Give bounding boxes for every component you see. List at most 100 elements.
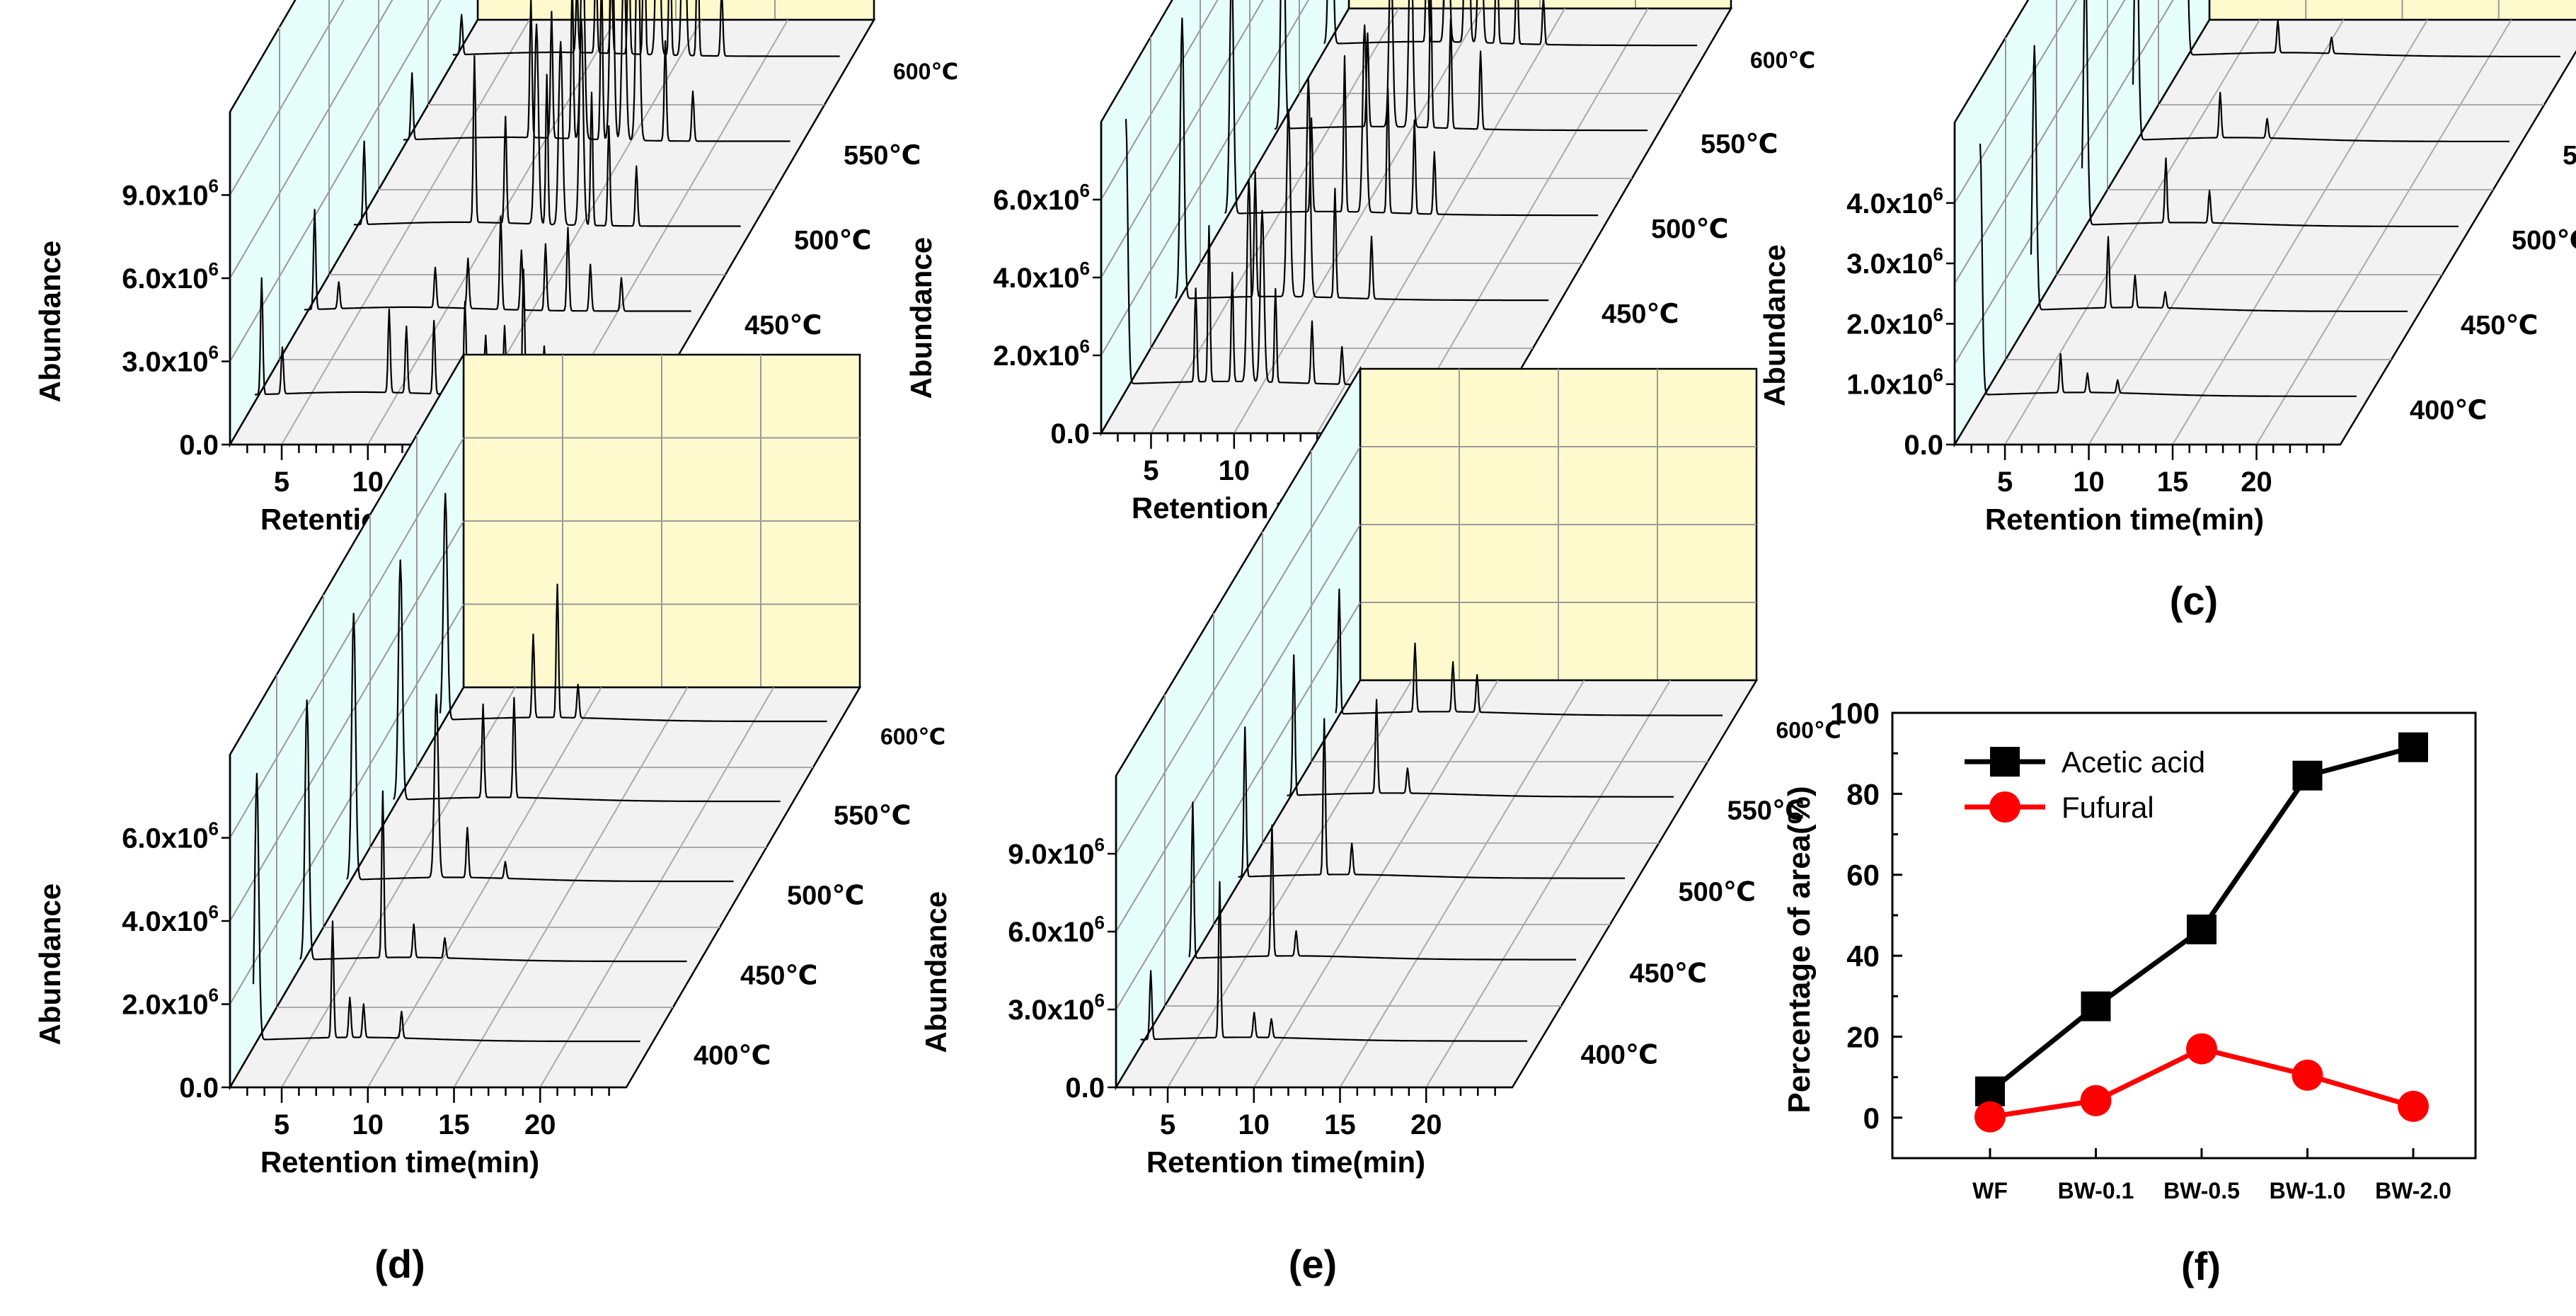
data-point-circle [1974, 1101, 2006, 1133]
trace-550℃ [1274, 0, 1648, 132]
y-tick-label: 6.0x106 [993, 180, 1090, 216]
x-tick-label: 5 [274, 1109, 289, 1140]
y-tick-label: 60 [1846, 859, 1880, 892]
trace-600℃ [2187, 0, 2560, 57]
y-axis-label: Abundance [919, 891, 953, 1053]
depth-label: 500℃ [2512, 226, 2576, 256]
y-tick-label: 100 [1830, 697, 1880, 730]
side-grid-line [229, 0, 345, 196]
y-tick-exponent: 6 [1933, 304, 1943, 325]
legend-label: Acetic acid [2062, 745, 2205, 779]
y-tick-exponent: 6 [1080, 180, 1090, 201]
y-tick-exponent: 6 [1080, 258, 1090, 279]
floor-grid-line [1339, 680, 1585, 1088]
depth-label: 450℃ [1630, 959, 1707, 989]
y-tick-label: 2.0x106 [122, 985, 219, 1021]
y-tick-base: 2.0x10 [122, 990, 208, 1021]
y-tick-label: 40 [1846, 939, 1880, 973]
trace-500℃ [346, 612, 734, 883]
depth-label: 500℃ [1679, 878, 1756, 908]
trace-550℃ [2132, 0, 2509, 142]
depth-label: 400℃ [2410, 396, 2487, 425]
x-tick-label: BW-0.5 [2163, 1178, 2240, 1203]
y-tick-base: 9.0x10 [1008, 839, 1094, 870]
y-tick-base: 6.0x10 [993, 185, 1079, 216]
trace-600℃ [1323, 0, 1698, 47]
trace-400℃ [1140, 881, 1528, 1042]
floor-grid-line [539, 687, 775, 1088]
side-grid-line [229, 603, 464, 1005]
x-axis-label: Retention time(min) [1985, 503, 2264, 536]
y-tick-base: 6.0x10 [1008, 917, 1094, 948]
side-grid-line [229, 0, 442, 362]
y-tick-base: 0.0 [1050, 418, 1090, 450]
x-tick-label: 15 [1324, 1109, 1356, 1140]
side-grid-line [229, 437, 464, 839]
y-tick-exponent: 6 [209, 342, 219, 363]
x-tick-label: BW-0.1 [2058, 1178, 2134, 1203]
y-tick-label: 3.0x106 [1008, 990, 1105, 1026]
y-tick-base: 1.0x10 [1846, 370, 1933, 401]
depth-label: 600℃ [1776, 718, 1841, 743]
trace-500℃ [1238, 718, 1626, 879]
floor-grid-line [367, 687, 602, 1088]
y-tick-label: 6.0x106 [122, 818, 219, 854]
y-tick-label: 3.0x106 [122, 342, 219, 378]
y-tick-exponent: 6 [209, 258, 219, 280]
depth-label: 500℃ [1651, 214, 1728, 244]
panel-caption: (f) [2181, 1244, 2221, 1288]
panel-caption: (c) [2170, 578, 2218, 623]
trace-600℃ [452, 0, 840, 57]
floor-grid-line [1253, 680, 1499, 1088]
floor-grid-line [2172, 19, 2428, 445]
y-tick-label: 2.0x106 [993, 336, 1090, 372]
floor-grid-line [2088, 19, 2345, 445]
depth-label: 550℃ [1701, 130, 1778, 159]
x-axis-label: Retention time(min) [260, 1145, 539, 1179]
y-tick-base: 4.0x10 [993, 263, 1079, 294]
depth-label: 600℃ [1750, 47, 1815, 73]
y-tick-base: 2.0x10 [993, 341, 1079, 372]
data-point-square [2398, 732, 2428, 762]
y-tick-exponent: 6 [209, 985, 219, 1006]
y-tick-label: 4.0x106 [1846, 183, 1943, 219]
y-tick-label: 0.0 [1065, 1072, 1105, 1104]
legend-label: Fufural [2062, 791, 2154, 824]
y-tick-label: 0.0 [1050, 418, 1090, 450]
y-tick-label: 0.0 [1904, 430, 1943, 461]
panel-caption: (e) [1289, 1242, 1337, 1286]
y-tick-label: 2.0x106 [1846, 304, 1943, 340]
chart-d: 400℃450℃500℃550℃600℃0.02.0x1064.0x1066.0… [33, 351, 945, 1286]
side-grid-line [1100, 0, 1219, 200]
x-tick-label: WF [1972, 1178, 2008, 1203]
floor-grid-line [1425, 680, 1672, 1088]
trace-550℃ [393, 559, 781, 803]
trace-400℃ [1979, 143, 2357, 397]
y-tick-base: 3.0x10 [1008, 995, 1094, 1026]
data-point-square [2292, 760, 2323, 791]
trace-600℃ [439, 493, 827, 723]
floor-grid-line [1167, 680, 1413, 1088]
y-tick-base: 0.0 [1904, 430, 1943, 461]
floor-grid-line [1233, 8, 1483, 434]
depth-label: 450℃ [740, 961, 817, 991]
x-tick-label: 5 [274, 467, 289, 498]
depth-label: 500℃ [794, 226, 871, 256]
side-grid-line [1100, 0, 1309, 356]
legend-marker [1989, 791, 2020, 823]
side-grid-line [1954, 0, 2078, 204]
depth-label: 550℃ [2563, 141, 2576, 171]
side-grid-line [1115, 524, 1361, 932]
y-tick-base: 6.0x10 [122, 263, 208, 294]
x-tick-label: 20 [524, 1109, 556, 1140]
x-tick-label: 10 [1238, 1109, 1270, 1140]
trace-550℃ [1287, 654, 1674, 798]
x-tick-label: 10 [352, 1109, 384, 1140]
y-tick-label: 0 [1863, 1102, 1880, 1135]
y-tick-exponent: 6 [209, 818, 219, 840]
x-tick-label: 20 [1410, 1109, 1442, 1140]
trace-500℃ [1224, 0, 1599, 217]
panel-caption: (d) [374, 1242, 425, 1286]
y-tick-base: 0.0 [1065, 1072, 1105, 1104]
y-tick-label: 0.0 [179, 430, 219, 461]
